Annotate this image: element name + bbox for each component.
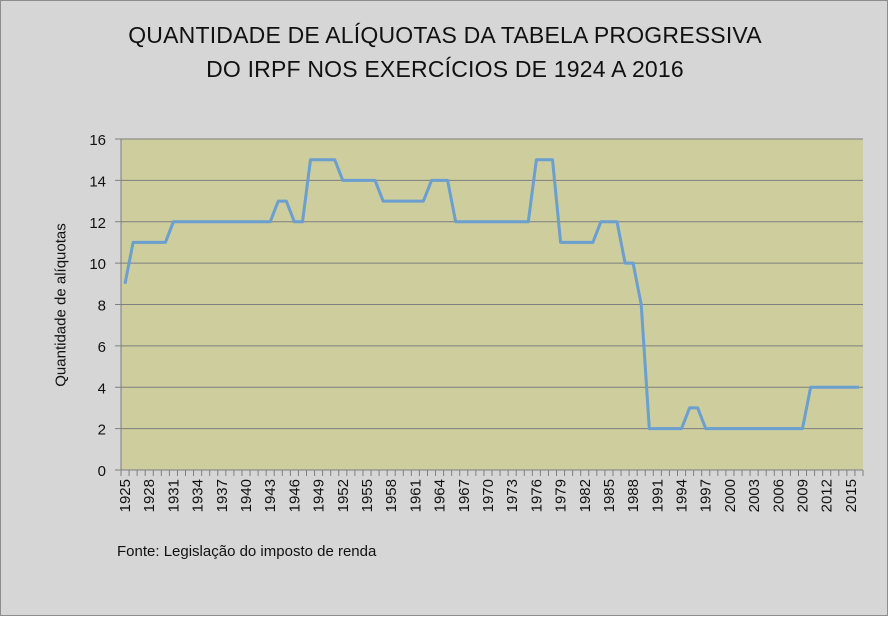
x-tick-label: 1925 <box>117 479 134 512</box>
x-tick-label: 1991 <box>649 479 666 512</box>
x-tick-label: 1994 <box>674 479 691 512</box>
y-tick-label: 8 <box>98 298 106 315</box>
x-tick-label: 2009 <box>795 479 812 512</box>
y-tick-label: 14 <box>89 173 106 190</box>
x-tick-label: 1970 <box>480 479 497 512</box>
x-tick-label: 1976 <box>528 479 545 512</box>
x-tick-label: 1931 <box>165 479 182 512</box>
y-tick-label: 4 <box>98 380 106 397</box>
x-tick-label: 1949 <box>311 479 328 512</box>
y-tick-label: 6 <box>98 339 106 356</box>
x-tick-label: 1982 <box>577 479 594 512</box>
x-tick-label: 2000 <box>722 479 739 512</box>
x-tick-label: 1973 <box>504 479 521 512</box>
y-tick-label: 12 <box>89 215 106 232</box>
x-tick-label: 1943 <box>262 479 279 512</box>
y-tick-label: 16 <box>89 132 106 149</box>
y-tick-label: 2 <box>98 422 106 439</box>
x-tick-label: 1979 <box>553 479 570 512</box>
x-tick-label: 1928 <box>141 479 158 512</box>
x-tick-label: 2006 <box>770 479 787 512</box>
chart-title-line-1: QUANTIDADE DE ALÍQUOTAS DA TABELA PROGRE… <box>128 22 762 48</box>
x-tick-label: 1967 <box>456 479 473 512</box>
x-tick-label: 1997 <box>698 479 715 512</box>
x-tick-label: 1952 <box>335 479 352 512</box>
source-note: Fonte: Legislação do imposto de renda <box>117 543 377 560</box>
x-tick-label: 2012 <box>819 479 836 512</box>
x-tick-label: 1958 <box>383 479 400 512</box>
x-tick-label: 1940 <box>238 479 255 512</box>
x-tick-label: 1934 <box>190 479 207 512</box>
y-tick-label: 10 <box>89 256 106 273</box>
x-tick-label: 1946 <box>286 479 303 512</box>
x-tick-label: 1988 <box>625 479 642 512</box>
x-tick-label: 1985 <box>601 479 618 512</box>
series-line <box>123 158 859 431</box>
chart-title-line-2: DO IRPF NOS EXERCÍCIOS DE 1924 A 2016 <box>206 56 684 82</box>
x-tick-label: 1961 <box>407 479 424 512</box>
x-tick-label: 1964 <box>432 479 449 512</box>
x-tick-label: 2015 <box>843 479 860 512</box>
x-tick-label: 1955 <box>359 479 376 512</box>
y-tick-label: 0 <box>98 463 106 480</box>
x-tick-label: 1937 <box>214 479 231 512</box>
x-tick-label: 2003 <box>746 479 763 512</box>
